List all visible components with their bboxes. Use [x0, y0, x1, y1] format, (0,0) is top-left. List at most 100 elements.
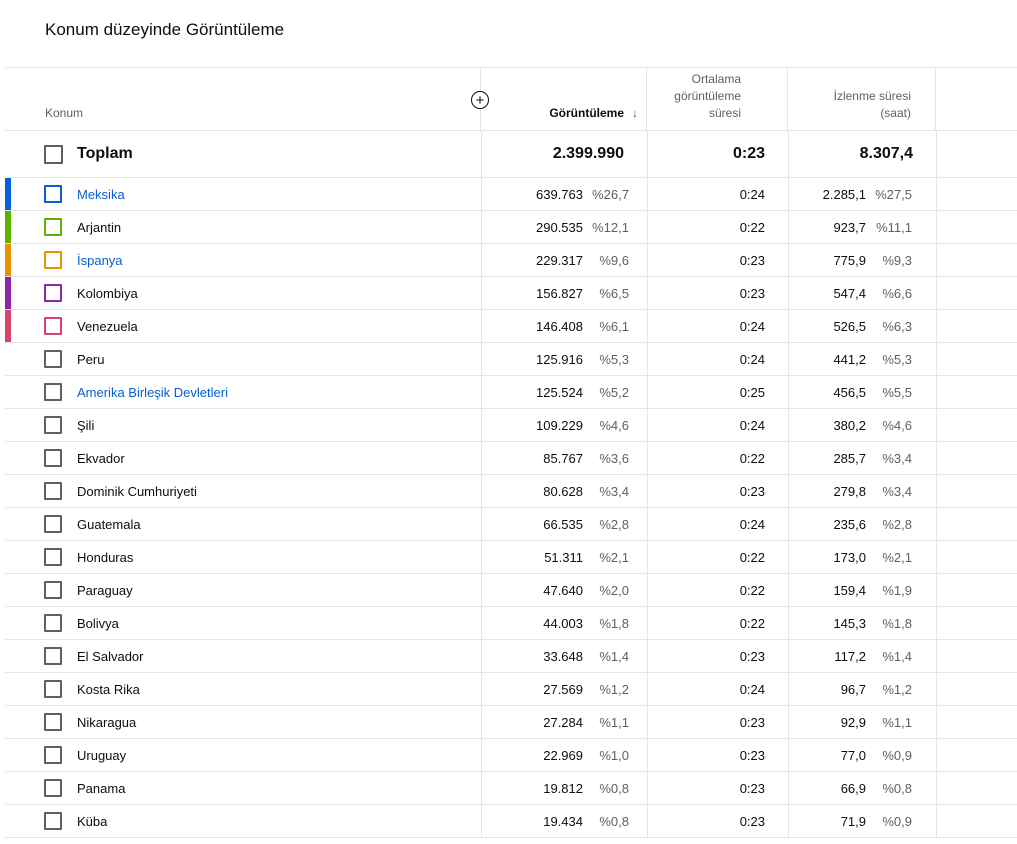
avg-duration: 0:23 [739, 813, 765, 829]
series-color-bar [5, 310, 11, 342]
watch-value: 145,3 [833, 615, 866, 631]
row-checkbox[interactable] [44, 614, 62, 632]
location-name: Bolivya [77, 615, 119, 631]
views-percent: %2,1 [599, 549, 629, 565]
row-checkbox[interactable] [44, 680, 62, 698]
table-row: Bolivya 44.003 %1,8 0:22 145,3 %1,8 [5, 607, 1017, 640]
row-checkbox[interactable] [44, 350, 62, 368]
views-value: 290.535 [536, 219, 583, 235]
watch-value: 380,2 [833, 417, 866, 433]
views-value: 47.640 [543, 582, 583, 598]
views-percent: %2,0 [599, 582, 629, 598]
views-value: 125.524 [536, 384, 583, 400]
views-percent: %5,3 [599, 351, 629, 367]
watch-value: 526,5 [833, 318, 866, 334]
views-value: 639.763 [536, 186, 583, 202]
add-metric-icon[interactable]: + [471, 91, 489, 109]
watch-value: 235,6 [833, 516, 866, 532]
row-checkbox[interactable] [44, 251, 62, 269]
watch-percent: %11,1 [876, 219, 912, 235]
avg-duration: 0:22 [739, 450, 765, 466]
location-name: Şili [77, 417, 95, 433]
row-checkbox[interactable] [44, 746, 62, 764]
avg-duration: 0:24 [739, 318, 765, 334]
table-row: Uruguay 22.969 %1,0 0:23 77,0 %0,9 [5, 739, 1017, 772]
views-percent: %1,2 [599, 681, 629, 697]
total-row: Toplam 2.399.990 0:23 8.307,4 [5, 131, 1017, 178]
location-name[interactable]: Meksika [77, 186, 125, 202]
row-checkbox[interactable] [44, 581, 62, 599]
row-checkbox[interactable] [44, 416, 62, 434]
watch-value: 117,2 [834, 648, 866, 664]
avg-duration: 0:24 [739, 516, 765, 532]
views-value: 27.569 [543, 681, 583, 697]
watch-value: 173,0 [833, 549, 866, 565]
views-value: 80.628 [543, 483, 583, 499]
table-row: Guatemala 66.535 %2,8 0:24 235,6 %2,8 [5, 508, 1017, 541]
watch-value: 71,9 [840, 813, 866, 829]
header-location[interactable]: Konum [45, 106, 84, 120]
row-checkbox[interactable] [44, 647, 62, 665]
table-row: Ekvador 85.767 %3,6 0:22 285,7 %3,4 [5, 442, 1017, 475]
views-value: 19.812 [543, 780, 583, 796]
header-views[interactable]: Görüntüleme ↓ [481, 68, 647, 130]
watch-value: 159,4 [833, 582, 866, 598]
views-percent: %6,1 [599, 318, 629, 334]
watch-percent: %0,9 [882, 813, 912, 829]
total-watch: 8.307,4 [859, 145, 913, 162]
watch-value: 66,9 [840, 780, 866, 796]
views-percent: %3,6 [599, 450, 629, 466]
location-name: Dominik Cumhuriyeti [77, 483, 197, 499]
row-checkbox[interactable] [44, 482, 62, 500]
views-value: 66.535 [543, 516, 583, 532]
table-row: Kolombiya 156.827 %6,5 0:23 547,4 %6,6 [5, 277, 1017, 310]
watch-percent: %1,9 [882, 582, 912, 598]
row-checkbox[interactable] [44, 812, 62, 830]
views-percent: %1,1 [599, 714, 629, 730]
watch-percent: %5,3 [882, 351, 912, 367]
row-checkbox[interactable] [44, 218, 62, 236]
avg-duration: 0:22 [739, 615, 765, 631]
location-name: Kosta Rika [77, 681, 140, 697]
row-checkbox[interactable] [44, 284, 62, 302]
row-checkbox[interactable] [44, 779, 62, 797]
header-avg-duration[interactable]: Ortalama görüntüleme süresi [647, 68, 788, 130]
row-checkbox[interactable] [44, 713, 62, 731]
views-percent: %1,8 [599, 615, 629, 631]
row-checkbox[interactable] [44, 548, 62, 566]
avg-duration: 0:23 [739, 285, 765, 301]
row-checkbox[interactable] [44, 317, 62, 335]
location-name: Paraguay [77, 582, 133, 598]
watch-percent: %1,2 [882, 681, 912, 697]
avg-duration: 0:25 [739, 384, 765, 400]
table-row: Meksika 639.763 %26,7 0:24 2.285,1 %27,5 [5, 178, 1017, 211]
location-name: Venezuela [77, 318, 138, 334]
total-avg: 0:23 [732, 145, 765, 162]
views-percent: %12,1 [592, 219, 629, 235]
views-value: 229.317 [536, 252, 583, 268]
row-checkbox[interactable] [44, 449, 62, 467]
views-value: 44.003 [543, 615, 583, 631]
header-watch-time[interactable]: İzlenme süresi (saat) [788, 68, 936, 130]
row-checkbox[interactable] [44, 185, 62, 203]
watch-value: 96,7 [840, 681, 866, 697]
table-row: Amerika Birleşik Devletleri 125.524 %5,2 0:… [5, 376, 1017, 409]
table-row: Paraguay 47.640 %2,0 0:22 159,4 %1,9 [5, 574, 1017, 607]
location-name[interactable]: Amerika Birleşik Devletleri [77, 384, 228, 400]
watch-percent: %6,6 [882, 285, 912, 301]
table-row: Kosta Rika 27.569 %1,2 0:24 96,7 %1,2 [5, 673, 1017, 706]
watch-percent: %6,3 [882, 318, 912, 334]
watch-percent: %3,4 [882, 450, 912, 466]
page-title: Konum düzeyinde Görüntüleme [45, 20, 285, 39]
watch-value: 2.285,1 [822, 186, 866, 202]
location-name: Uruguay [77, 747, 127, 763]
table-row: Panama 19.812 %0,8 0:23 66,9 %0,8 [5, 772, 1017, 805]
location-name: Ekvador [77, 450, 125, 466]
location-name[interactable]: İspanya [77, 252, 123, 268]
total-checkbox[interactable] [44, 144, 63, 164]
views-percent: %0,8 [599, 813, 629, 829]
watch-value: 285,7 [833, 450, 866, 466]
row-checkbox[interactable] [44, 383, 62, 401]
row-checkbox[interactable] [44, 515, 62, 533]
views-value: 85.767 [543, 450, 583, 466]
